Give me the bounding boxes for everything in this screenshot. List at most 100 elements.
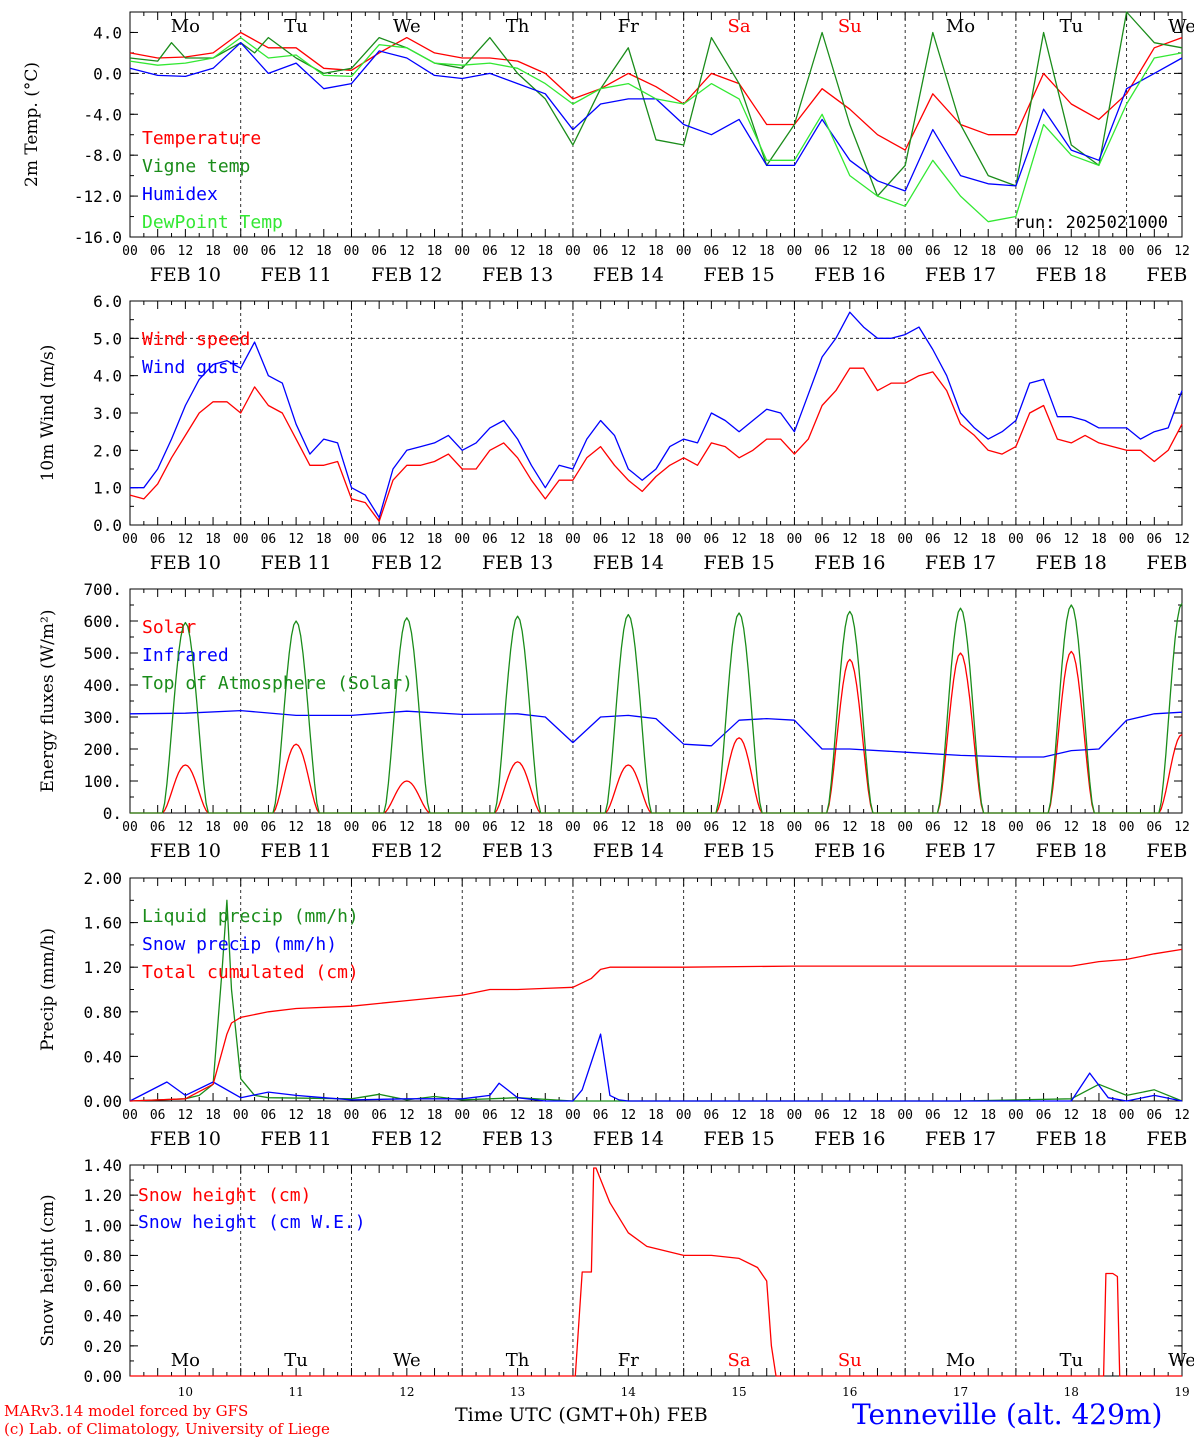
date-label: FEB 13	[482, 264, 553, 286]
date-label: FEB 14	[593, 840, 664, 862]
hour-tick-label: 18	[980, 820, 996, 835]
hour-tick-label: 12	[1063, 1108, 1079, 1123]
hour-tick-label: 00	[1008, 532, 1024, 547]
hour-tick-label: 00	[454, 532, 470, 547]
series-line-dewpoint-temp	[129, 36, 1183, 223]
hour-tick-label: 00	[1119, 244, 1135, 259]
hour-tick-label: 06	[261, 1108, 277, 1123]
hour-tick-label: 06	[1146, 244, 1162, 259]
hour-tick-label: 00	[676, 820, 692, 835]
hour-tick-label: 18	[759, 820, 775, 835]
y-tick-label: -12.0	[74, 187, 122, 206]
weekday-label: Tu	[284, 1350, 308, 1371]
hour-tick-label: 06	[925, 244, 941, 259]
hour-tick-label: 06	[814, 244, 830, 259]
hour-tick-label: 06	[150, 1108, 166, 1123]
y-tick-label: 0.20	[83, 1337, 122, 1356]
y-tick-label: 0.00	[83, 1092, 122, 1111]
legend-entry: Snow height (cm W.E.)	[138, 1212, 366, 1233]
y-tick-label: 6.0	[93, 292, 122, 311]
hour-tick-label: 00	[122, 532, 138, 547]
hour-tick-label: 00	[454, 244, 470, 259]
weekday-label: Mo	[946, 16, 975, 37]
y-axis-title: 10m Wind (m/s)	[38, 345, 58, 482]
hour-tick-label: 18	[205, 1108, 221, 1123]
hour-tick-label: 12	[288, 532, 304, 547]
hour-tick-label: 12	[399, 1108, 415, 1123]
plot-frame	[129, 300, 1183, 526]
hour-tick-label: 12	[620, 244, 636, 259]
legend-entry: Solar	[142, 617, 196, 638]
day-number-label: 19	[1174, 1385, 1189, 1399]
hour-tick-label: 18	[316, 532, 332, 547]
hour-tick-label: 00	[1119, 820, 1135, 835]
legend-entry: Temperature	[142, 128, 261, 149]
hour-tick-label: 00	[787, 244, 803, 259]
hour-tick-label: 00	[787, 532, 803, 547]
y-tick-label: 100.	[83, 772, 122, 791]
date-label: FEB 12	[371, 840, 442, 862]
hour-tick-label: 06	[925, 532, 941, 547]
series-line-top-of-atmosphere-solar-	[130, 603, 1183, 814]
y-tick-label: 4.0	[93, 367, 122, 386]
y-tick-label: 0.80	[83, 1246, 122, 1265]
weekday-label: We	[1168, 16, 1194, 37]
date-label: FEB 15	[703, 840, 774, 862]
series-line-total-cumulated-cm-	[129, 948, 1183, 1102]
hour-tick-label: 00	[897, 1108, 913, 1123]
hour-tick-label: 06	[371, 532, 387, 547]
y-tick-label: 500.	[83, 644, 122, 663]
date-label: FEB 10	[150, 840, 221, 862]
hour-tick-label: 12	[178, 1108, 194, 1123]
series-line-infrared	[129, 709, 1183, 758]
date-label: FEB 16	[814, 840, 885, 862]
legend-entry: Vigne temp	[142, 156, 250, 177]
y-tick-label: 0.40	[83, 1307, 122, 1326]
series-line-wind-gust	[130, 311, 1183, 519]
legend-entry: Snow height (cm)	[138, 1185, 311, 1206]
hour-tick-label: 00	[344, 820, 360, 835]
series-line-liquid-precip-mm-h-	[129, 899, 1183, 1102]
time-axis-label: Time UTC (GMT+0h) FEB	[455, 1404, 708, 1426]
hour-tick-label: 06	[482, 532, 498, 547]
hour-tick-label: 00	[1119, 532, 1135, 547]
hour-tick-label: 00	[897, 244, 913, 259]
date-label: FEB 19	[1146, 552, 1194, 574]
hour-tick-label: 12	[1063, 244, 1079, 259]
day-number-label: 16	[842, 1385, 857, 1399]
legend-entry: Wind gust	[142, 357, 240, 378]
y-tick-label: 1.60	[83, 914, 122, 933]
weekday-label: Mo	[946, 1350, 975, 1371]
hour-tick-label: 12	[510, 820, 526, 835]
date-label: FEB 18	[1036, 552, 1107, 574]
date-label: FEB 10	[150, 552, 221, 574]
hour-tick-label: 06	[704, 532, 720, 547]
date-label: FEB 13	[482, 552, 553, 574]
hour-tick-label: 18	[316, 1108, 332, 1123]
day-number-label: 17	[953, 1385, 968, 1399]
date-label: FEB 16	[814, 552, 885, 574]
weekday-label: Th	[506, 16, 530, 37]
y-tick-label: 0.80	[83, 1003, 122, 1022]
hour-tick-label: 00	[1119, 1108, 1135, 1123]
y-axis-title: Precip (mm/h)	[38, 928, 58, 1051]
hour-tick-label: 12	[842, 244, 858, 259]
date-label: FEB 18	[1036, 1128, 1107, 1150]
hour-tick-label: 18	[537, 244, 553, 259]
hour-tick-label: 00	[676, 532, 692, 547]
hour-tick-label: 00	[344, 244, 360, 259]
hour-tick-label: 06	[482, 820, 498, 835]
weekday-label: Tu	[1059, 16, 1083, 37]
hour-tick-label: 18	[537, 532, 553, 547]
hour-tick-label: 12	[399, 244, 415, 259]
hour-tick-label: 00	[1008, 1108, 1024, 1123]
hour-tick-label: 06	[593, 820, 609, 835]
hour-tick-label: 18	[870, 532, 886, 547]
station-name: Tenneville (alt. 429m)	[852, 1398, 1163, 1431]
y-tick-label: 5.0	[93, 329, 122, 348]
hour-tick-label: 18	[537, 1108, 553, 1123]
hour-tick-label: 00	[454, 1108, 470, 1123]
hour-tick-label: 12	[731, 532, 747, 547]
date-label: FEB 19	[1146, 264, 1194, 286]
hour-tick-label: 00	[454, 820, 470, 835]
